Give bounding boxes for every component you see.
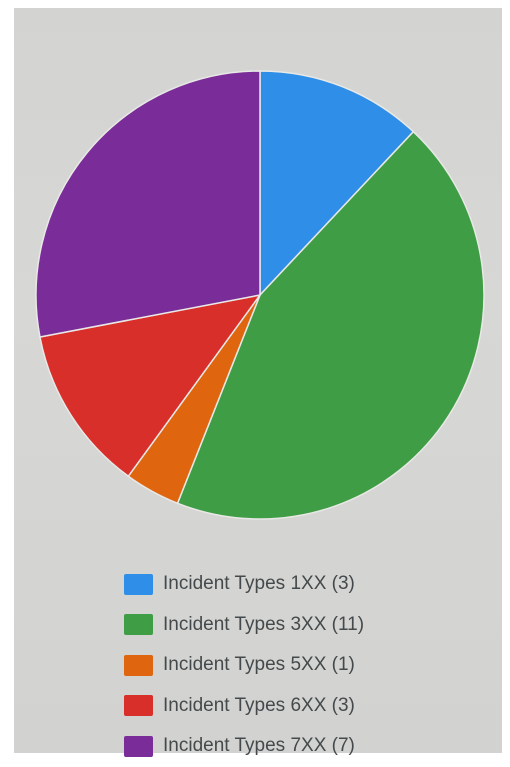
legend-item-1xx[interactable]: Incident Types 1XX (3) bbox=[124, 564, 364, 605]
legend-item-6xx[interactable]: Incident Types 6XX (3) bbox=[124, 686, 364, 727]
legend-swatch-3xx bbox=[124, 614, 153, 636]
chart-legend: Incident Types 1XX (3) Incident Types 3X… bbox=[124, 564, 364, 767]
pie-chart bbox=[35, 70, 485, 520]
legend-item-3xx[interactable]: Incident Types 3XX (11) bbox=[124, 605, 364, 646]
legend-label-5xx: Incident Types 5XX (1) bbox=[163, 654, 355, 676]
legend-label-6xx: Incident Types 6XX (3) bbox=[163, 694, 355, 716]
legend-swatch-7xx bbox=[124, 735, 153, 757]
legend-label-1xx: Incident Types 1XX (3) bbox=[163, 573, 355, 595]
pie-slice-3xx[interactable] bbox=[176, 130, 485, 520]
pie-slice-6xx[interactable] bbox=[39, 293, 262, 478]
legend-swatch-6xx bbox=[124, 695, 153, 717]
legend-label-7xx: Incident Types 7XX (7) bbox=[163, 735, 355, 757]
pie-slice-1xx[interactable] bbox=[259, 70, 415, 297]
legend-swatch-1xx bbox=[124, 573, 153, 595]
legend-item-5xx[interactable]: Incident Types 5XX (1) bbox=[124, 645, 364, 686]
pie-slice-7xx[interactable] bbox=[35, 70, 261, 338]
legend-item-7xx[interactable]: Incident Types 7XX (7) bbox=[124, 726, 364, 767]
chart-panel: Incident Types 1XX (3) Incident Types 3X… bbox=[14, 8, 502, 757]
legend-swatch-5xx bbox=[124, 654, 153, 676]
legend-label-3xx: Incident Types 3XX (11) bbox=[163, 613, 365, 635]
